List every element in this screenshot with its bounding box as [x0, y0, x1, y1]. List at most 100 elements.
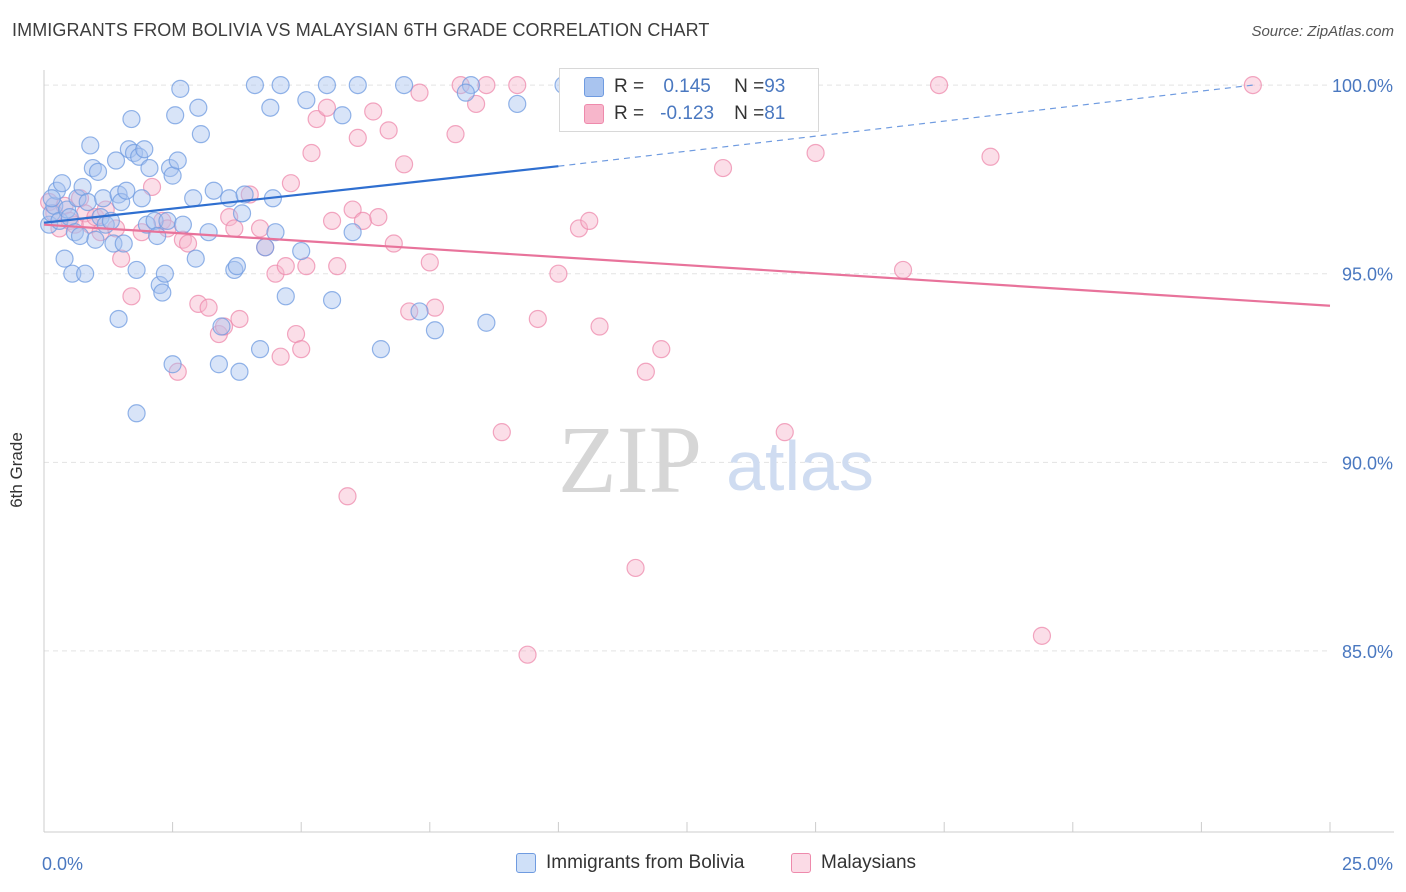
bolivia-point — [127, 260, 146, 280]
bolivia-point — [94, 189, 113, 208]
bolivia-point — [145, 211, 164, 230]
bolivia-point — [209, 355, 228, 374]
bolivia-point — [250, 340, 270, 359]
malaysians-trend-line — [43, 223, 1331, 307]
malaysians-point — [806, 143, 825, 163]
bolivia-point — [81, 136, 100, 155]
bolivia-point — [173, 215, 192, 234]
bolivia-point — [477, 313, 496, 332]
bolivia-point — [127, 404, 146, 423]
tick-labels: 85.0% 90.0% 95.0% 100.0% 0.0% 25.0% — [42, 76, 1393, 874]
bolivia-point — [163, 166, 182, 185]
bolivia-point — [371, 340, 391, 359]
legend-item-bolivia[interactable]: Immigrants from Bolivia — [516, 852, 745, 874]
y-tick-label: 95.0% — [1342, 265, 1393, 285]
malaysians-point — [266, 264, 285, 283]
bolivia-point — [140, 158, 159, 178]
bolivia-point — [348, 75, 367, 95]
malaysians-point — [348, 128, 367, 148]
malaysians-point — [189, 294, 208, 313]
malaysians-point — [142, 177, 162, 197]
bolivia-point — [508, 94, 527, 114]
bolivia-point — [73, 177, 92, 197]
malaysians-point — [343, 200, 362, 219]
bolivia-point — [343, 223, 362, 242]
bolivia-trend-line — [43, 165, 559, 224]
malaysians-point — [364, 102, 383, 121]
bolivia-point — [297, 91, 316, 110]
malaysians-point — [1243, 75, 1262, 95]
n-label: N = — [734, 103, 765, 124]
malaysians-point — [580, 211, 599, 230]
bolivia-point — [204, 181, 223, 200]
bolivia-point — [158, 211, 177, 230]
bolivia-point — [235, 185, 254, 204]
malaysians-point — [400, 302, 419, 321]
bolivia-point — [256, 238, 275, 257]
malaysians-point — [384, 234, 403, 253]
n-value: 81 — [764, 103, 786, 124]
bolivia-point — [245, 75, 265, 95]
bolivia-point — [155, 264, 174, 283]
malaysians-point — [286, 324, 306, 344]
bolivia-point — [52, 174, 72, 193]
y-tick-label: 90.0% — [1342, 453, 1393, 473]
malaysians-swatch — [584, 104, 604, 124]
malaysians-point — [466, 94, 486, 114]
bolivia-point — [76, 264, 95, 283]
malaysians-point — [1032, 626, 1052, 645]
malaysians-point — [302, 143, 321, 163]
malaysians-point — [338, 487, 357, 506]
bolivia-point — [333, 106, 352, 125]
bolivia-point — [55, 249, 74, 268]
bolivia-point — [394, 75, 414, 95]
legend-item-malaysians[interactable]: Malaysians — [791, 852, 916, 874]
stats-legend: R = 0.145 N = 93 R = -0.123 N = 81 — [559, 68, 819, 132]
r-label: R = — [614, 76, 645, 97]
malaysians-point — [652, 340, 671, 359]
bolivia-point — [220, 189, 239, 208]
bolivia-point — [148, 226, 167, 246]
malaysians-point — [626, 558, 645, 578]
bolivia-point — [292, 241, 311, 261]
bolivia-point — [117, 181, 136, 200]
trend-lines — [43, 84, 1331, 307]
legend-label: Immigrants from Bolivia — [546, 852, 745, 873]
malaysians-point — [893, 260, 913, 280]
bolivia-point — [86, 230, 105, 249]
watermark-atlas: atlas — [726, 427, 874, 505]
malaysians-point — [425, 298, 445, 317]
bolivia-point — [104, 234, 123, 253]
malaysians-point — [549, 264, 568, 283]
bolivia-point — [168, 151, 187, 170]
data-points — [40, 75, 1262, 664]
malaysians-point — [394, 155, 414, 174]
malaysians-point — [353, 211, 373, 230]
malaysians-point — [292, 340, 311, 359]
malaysians-point — [322, 211, 342, 230]
bolivia-point — [132, 189, 151, 208]
bolivia-point — [184, 189, 203, 208]
bolivia-point — [227, 257, 246, 276]
bolivia-point — [212, 317, 231, 336]
malaysians-point — [508, 75, 527, 95]
x-tick-label: 0.0% — [42, 854, 83, 874]
bolivia-point — [261, 98, 280, 117]
malaysians-point — [569, 219, 589, 238]
watermark-zip: ZIP — [558, 406, 702, 513]
malaysians-point — [225, 219, 244, 238]
malaysians-point — [636, 362, 655, 381]
x-tick-label: 25.0% — [1342, 854, 1393, 874]
malaysians-point — [271, 347, 290, 366]
bolivia-point — [266, 223, 285, 242]
malaysians-legend-swatch — [791, 853, 811, 873]
bolivia-point — [68, 189, 87, 208]
bolivia-point — [112, 192, 131, 212]
bolivia-point — [456, 83, 475, 102]
bolivia-point — [189, 98, 208, 117]
bolivia-point — [42, 189, 61, 208]
malaysians-point — [199, 298, 218, 317]
bolivia-point — [410, 302, 429, 321]
bolivia-swatch — [584, 77, 604, 97]
bolivia-legend-swatch — [516, 853, 536, 873]
